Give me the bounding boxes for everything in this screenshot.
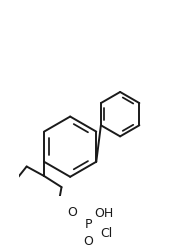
Text: P: P [85, 218, 92, 231]
Text: O: O [84, 235, 93, 247]
Text: O: O [68, 206, 78, 219]
Text: OH: OH [95, 207, 114, 220]
Text: Cl: Cl [101, 227, 113, 240]
